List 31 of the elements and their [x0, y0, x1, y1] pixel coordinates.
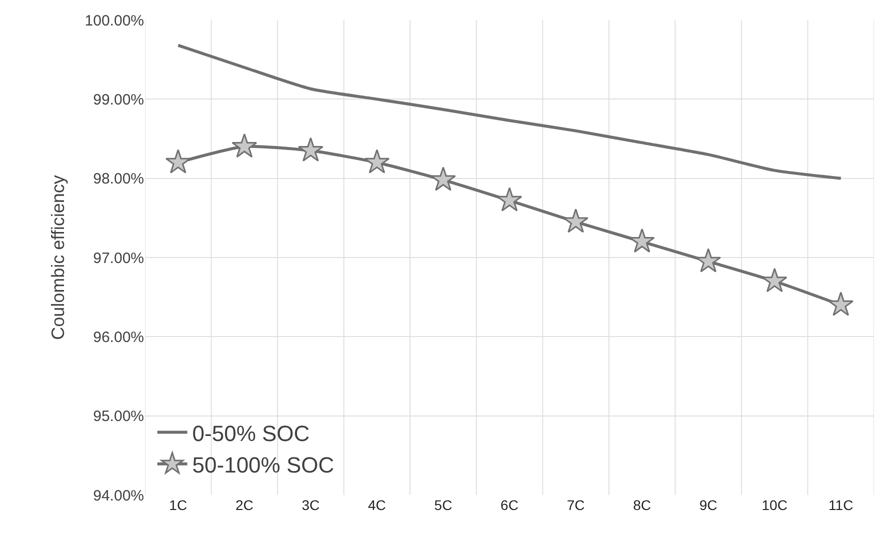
x-tick-label: 1C [169, 497, 188, 513]
y-tick-label: 97.00% [93, 250, 144, 267]
point [232, 133, 258, 158]
y-tick-label: 94.00% [93, 487, 144, 504]
legend-label: 50-100% SOC [192, 452, 334, 478]
point [430, 166, 456, 191]
y-tick-label: 99.00% [93, 91, 144, 108]
y-tick-label: 95.00% [93, 408, 144, 426]
x-tick-label: 10C [762, 497, 788, 513]
x-tick-label: 2C [235, 497, 254, 513]
point [298, 137, 324, 162]
legend-label: 0-50% SOC [192, 420, 310, 446]
point [762, 268, 788, 292]
point [828, 292, 854, 316]
x-tick-label: 5C [434, 497, 452, 513]
point [165, 149, 191, 174]
y-tick-label: 100.00% [84, 12, 144, 30]
x-tick-label: 3C [302, 497, 320, 513]
y-axis-title: Coulombic efficiency [48, 175, 68, 340]
line-series [176, 44, 842, 180]
point [364, 149, 390, 174]
x-tick-label: 8C [633, 497, 652, 513]
x-tick-label: 11C [828, 497, 854, 513]
x-tick-label: 6C [500, 497, 518, 513]
point [563, 208, 588, 233]
y-tick-label: 96.00% [93, 328, 144, 346]
point [696, 248, 722, 272]
x-tick-label: 7C [566, 497, 585, 513]
x-tick-label: 4C [368, 497, 386, 513]
y-tick-label: 98.00% [93, 170, 144, 188]
x-tick-label: 9C [699, 497, 718, 513]
